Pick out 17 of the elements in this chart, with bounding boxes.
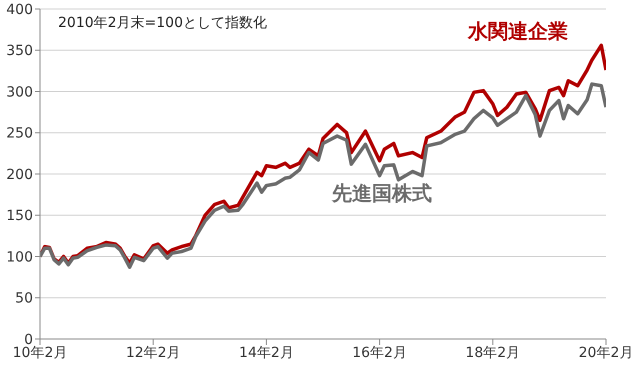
x-tick-label: 20年2月 <box>578 344 634 361</box>
y-tick-label: 300 <box>6 84 33 100</box>
y-tick-label: 350 <box>6 43 33 60</box>
y-tick-label: 150 <box>6 208 33 224</box>
y-tick-label: 50 <box>15 290 33 307</box>
y-tick-label: 250 <box>6 126 33 142</box>
annotation: 2010年2月末=100として指数化 <box>58 14 267 32</box>
y-tick-label: 100 <box>6 249 33 266</box>
x-tick-label: 14年2月 <box>239 344 294 361</box>
x-tick-label: 16年2月 <box>352 344 407 361</box>
y-tick-label: 400 <box>6 2 33 18</box>
series-label: 先進国株式 <box>332 180 432 207</box>
line-series <box>40 82 606 269</box>
x-tick-label: 18年2月 <box>465 344 520 361</box>
x-tick-label: 12年2月 <box>126 344 181 361</box>
y-tick-label: 200 <box>6 166 33 183</box>
series-label: 水関連企業 <box>468 18 568 45</box>
